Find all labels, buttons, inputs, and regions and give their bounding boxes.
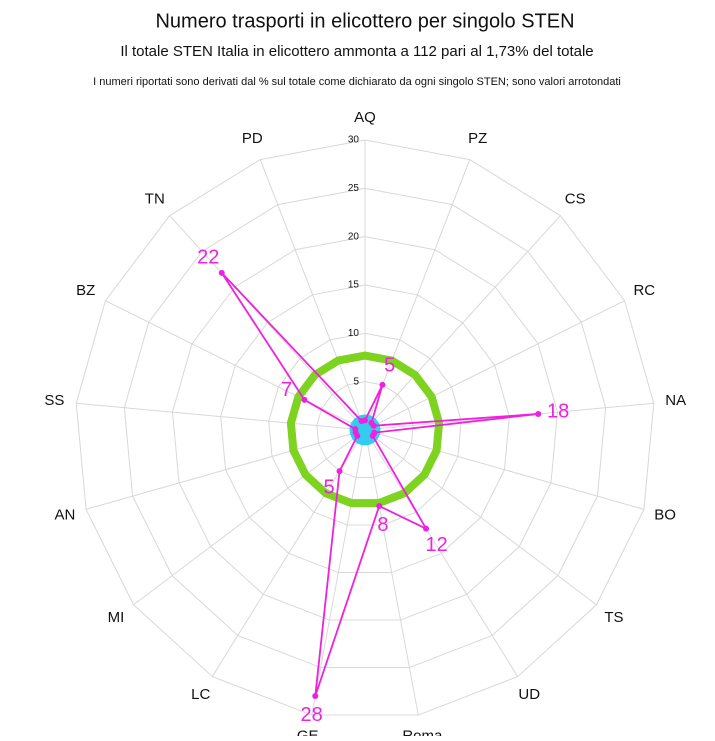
data-point (352, 426, 359, 433)
category-label: TS (604, 609, 623, 626)
category-label: Roma (402, 728, 443, 736)
data-label: 5 (323, 476, 334, 498)
category-label: CS (565, 190, 586, 207)
category-label: PD (242, 130, 263, 147)
category-label: MI (108, 609, 125, 626)
grid-ring (123, 187, 607, 669)
chart-title: Numero trasporti in elicottero per singo… (155, 10, 574, 32)
data-label: 28 (300, 704, 322, 726)
spoke (364, 215, 561, 431)
y-tick-label: 30 (348, 135, 360, 146)
spoke (364, 429, 419, 716)
grid-ring (75, 139, 655, 716)
grid-ring (316, 381, 414, 479)
spoke (364, 429, 519, 677)
category-label: NA (665, 392, 686, 409)
spoke (364, 429, 645, 510)
spoke (105, 300, 366, 431)
data-point (218, 269, 225, 276)
spoke (85, 429, 366, 510)
spoke (133, 429, 366, 606)
data-point (376, 503, 383, 510)
spoke (364, 429, 597, 606)
data-point (358, 417, 365, 424)
spoke (169, 215, 366, 431)
y-tick-label: 20 (348, 231, 360, 242)
category-label: LC (191, 686, 210, 703)
category-label: TN (145, 190, 165, 207)
category-label: UD (518, 686, 540, 703)
data-point (369, 432, 376, 439)
category-label: SS (44, 392, 64, 409)
data-point (312, 693, 319, 700)
data-label: 12 (425, 534, 447, 556)
category-label: AN (54, 506, 75, 523)
grid-ring (268, 332, 462, 526)
data-label: 8 (377, 514, 388, 536)
data-label: 7 (281, 379, 292, 401)
spoke (311, 429, 366, 716)
category-label: RC (633, 282, 655, 299)
spoke (259, 159, 366, 431)
data-point (301, 396, 308, 403)
grid-ring (171, 236, 559, 621)
spoke (76, 402, 366, 431)
spoke (364, 300, 625, 431)
y-tick-label: 15 (348, 280, 360, 291)
grid-ring (220, 284, 510, 574)
category-label: AQ (354, 109, 376, 126)
data-point (336, 468, 343, 475)
chart-subtitle: Il totale STEN Italia in elicottero ammo… (120, 43, 593, 60)
data-point (535, 410, 542, 417)
data-point (423, 525, 430, 532)
y-tick-label: 10 (348, 328, 360, 339)
chart-note: I numeri riportati sono derivati dal % s… (93, 76, 621, 88)
data-label: 18 (547, 400, 569, 422)
data-point (379, 381, 386, 388)
category-label: BO (654, 506, 676, 523)
y-tick-label: 5 (353, 376, 359, 387)
category-label: PZ (468, 130, 487, 147)
y-tick-label: 25 (348, 183, 360, 194)
data-label: 22 (197, 246, 219, 268)
category-label: BZ (76, 282, 95, 299)
data-label: 5 (384, 355, 395, 377)
category-label: GE (297, 728, 319, 736)
data-point (370, 422, 377, 429)
